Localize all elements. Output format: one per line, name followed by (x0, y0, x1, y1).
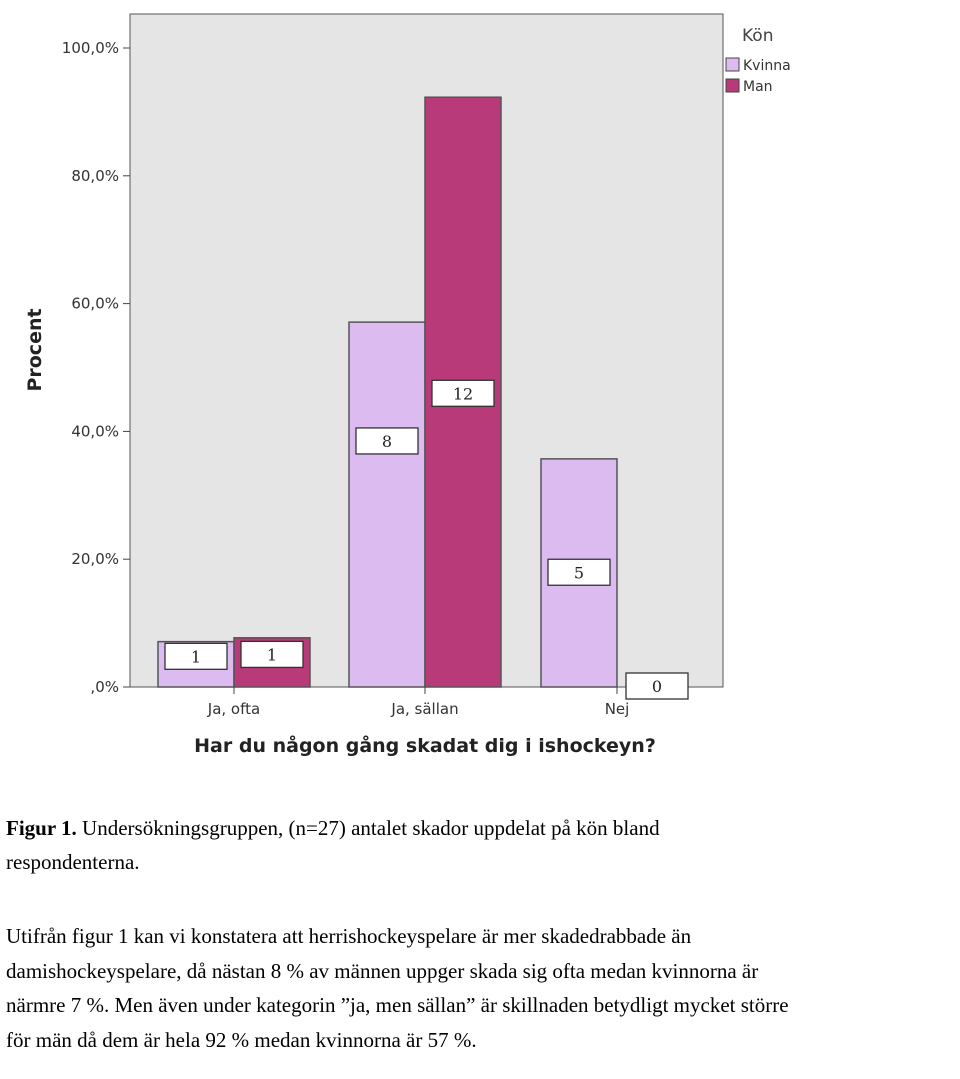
count-box (164, 642, 228, 670)
count-box (431, 379, 495, 407)
y-axis: ,0% 20,0% 40,0% 60,0% 80,0% 100,0% (62, 39, 130, 696)
bar-chart: ,0% 20,0% 40,0% 60,0% 80,0% 100,0% 1 1 8 12 5 0 Ja… (24, 13, 791, 757)
body-paragraph: Utifrån figur 1 kan vi konstatera att he… (6, 919, 960, 1057)
legend-title: Kön (742, 26, 773, 46)
x-axis: Ja, ofta Ja, sällan Nej (207, 687, 630, 718)
count-box (625, 672, 689, 700)
body-line-3: närmre 7 %. Men även under kategorin ”ja… (6, 993, 789, 1017)
y-tick-label: 40,0% (71, 422, 119, 440)
bar-kvinna-1 (348, 321, 426, 688)
body-line-2: damishockeyspelare, då nästan 8 % av män… (6, 958, 759, 983)
y-tick-label: 60,0% (71, 295, 119, 313)
y-tick-label: 20,0% (71, 550, 119, 568)
legend: Kön Kvinna Man (725, 26, 791, 95)
legend-label-kvinna: Kvinna (743, 58, 791, 74)
count-box (240, 640, 304, 669)
count-label: 0 (652, 677, 662, 696)
y-axis-label: Procent (24, 308, 46, 391)
y-tick-label: ,0% (90, 678, 119, 696)
count-label: 1 (191, 647, 201, 666)
caption-text: Undersökningsgruppen, (n=27) antalet ska… (76, 816, 660, 840)
count-label: 1 (267, 645, 277, 664)
count-box (547, 558, 611, 586)
bars: 1 1 8 12 5 0 (157, 96, 689, 700)
figure-caption: Figur 1. Undersökningsgruppen, (n=27) an… (6, 811, 960, 879)
count-label: 5 (574, 563, 584, 582)
y-tick-label: 100,0% (62, 39, 119, 57)
legend-swatch-man (725, 78, 740, 93)
body-line-4: för män då dem är hela 92 % medan kvinno… (6, 1027, 477, 1052)
count-label: 12 (453, 384, 473, 403)
legend-swatch-kvinna (725, 57, 740, 72)
caption-label: Figur 1. (6, 816, 77, 840)
caption-text-2: respondenterna. (6, 850, 140, 874)
x-tick-label: Nej (605, 700, 630, 718)
y-tick-label: 80,0% (71, 167, 119, 185)
legend-label-man: Man (743, 79, 773, 95)
count-box (355, 427, 419, 455)
x-tick-label: Ja, ofta (207, 700, 260, 718)
x-tick-label: Ja, sällan (390, 700, 458, 718)
body-line-1: Utifrån figur 1 kan vi konstatera att he… (6, 924, 692, 948)
x-axis-label: Har du någon gång skadat dig i ishockeyn… (194, 733, 656, 757)
count-label: 8 (382, 432, 392, 451)
